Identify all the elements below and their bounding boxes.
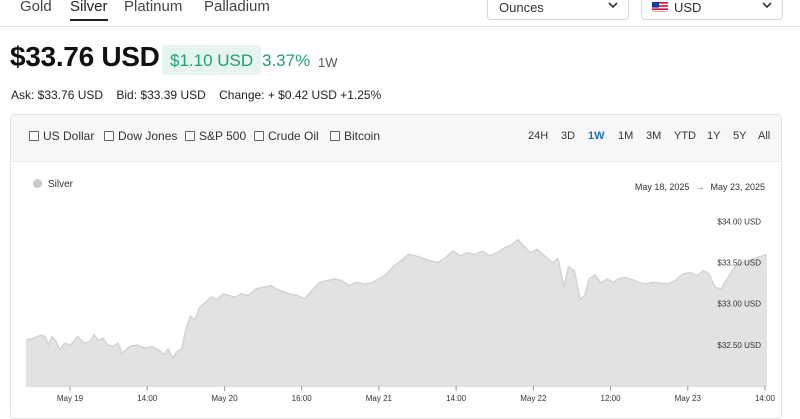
- tab-palladium[interactable]: Palladium: [204, 0, 270, 15]
- x-tick-label: May 22: [520, 394, 547, 403]
- x-tick-label: May 23: [675, 394, 702, 403]
- y-tick-label: $33.50 USD: [717, 259, 761, 268]
- x-tick-label: 12:00: [601, 394, 622, 403]
- x-tick-label: 16:00: [292, 394, 313, 403]
- tab-gold[interactable]: Gold: [20, 0, 52, 15]
- x-tick-label: 14:00: [755, 394, 776, 403]
- quote-line: Ask: $33.76 USD Bid: $33.39 USD Change: …: [11, 88, 391, 102]
- price-chart[interactable]: $34.00 USD $33.50 USD $33.00 USD $32.50 USD…: [11, 115, 781, 418]
- change-period: 1W: [318, 55, 338, 70]
- us-flag-icon: [652, 1, 668, 12]
- unit-select[interactable]: Ounces: [487, 0, 629, 20]
- y-tick-label: $33.00 USD: [717, 300, 761, 309]
- x-tick-label: May 19: [57, 394, 84, 403]
- currency-select-value: USD: [674, 0, 701, 15]
- x-tick-label: 14:00: [137, 394, 158, 403]
- y-tick-label: $34.00 USD: [717, 217, 761, 226]
- chart-card: US Dollar Dow Jones S&P 500 Crude Oil Bi…: [10, 114, 782, 419]
- silver-area: [26, 240, 767, 386]
- chevron-down-icon: [760, 0, 774, 12]
- spot-price: $33.76 USD: [10, 41, 160, 73]
- change-amount-badge: $1.10 USD: [162, 45, 261, 75]
- x-tick-label: 14:00: [446, 394, 467, 403]
- x-tick-label: May 20: [211, 394, 238, 403]
- tab-silver[interactable]: Silver: [70, 0, 108, 21]
- ask-price: Ask: $33.76 USD: [11, 88, 103, 102]
- chevron-down-icon: [606, 0, 620, 12]
- x-tick-label: May 21: [366, 394, 393, 403]
- y-tick-label: $32.50 USD: [717, 341, 761, 350]
- change-detail: Change: + $0.42 USD +1.25%: [219, 88, 381, 102]
- bid-price: Bid: $33.39 USD: [116, 88, 205, 102]
- change-percent: 3.37%: [262, 51, 310, 71]
- tab-platinum[interactable]: Platinum: [124, 0, 182, 15]
- unit-select-value: Ounces: [499, 0, 544, 15]
- currency-select[interactable]: USD: [641, 0, 783, 20]
